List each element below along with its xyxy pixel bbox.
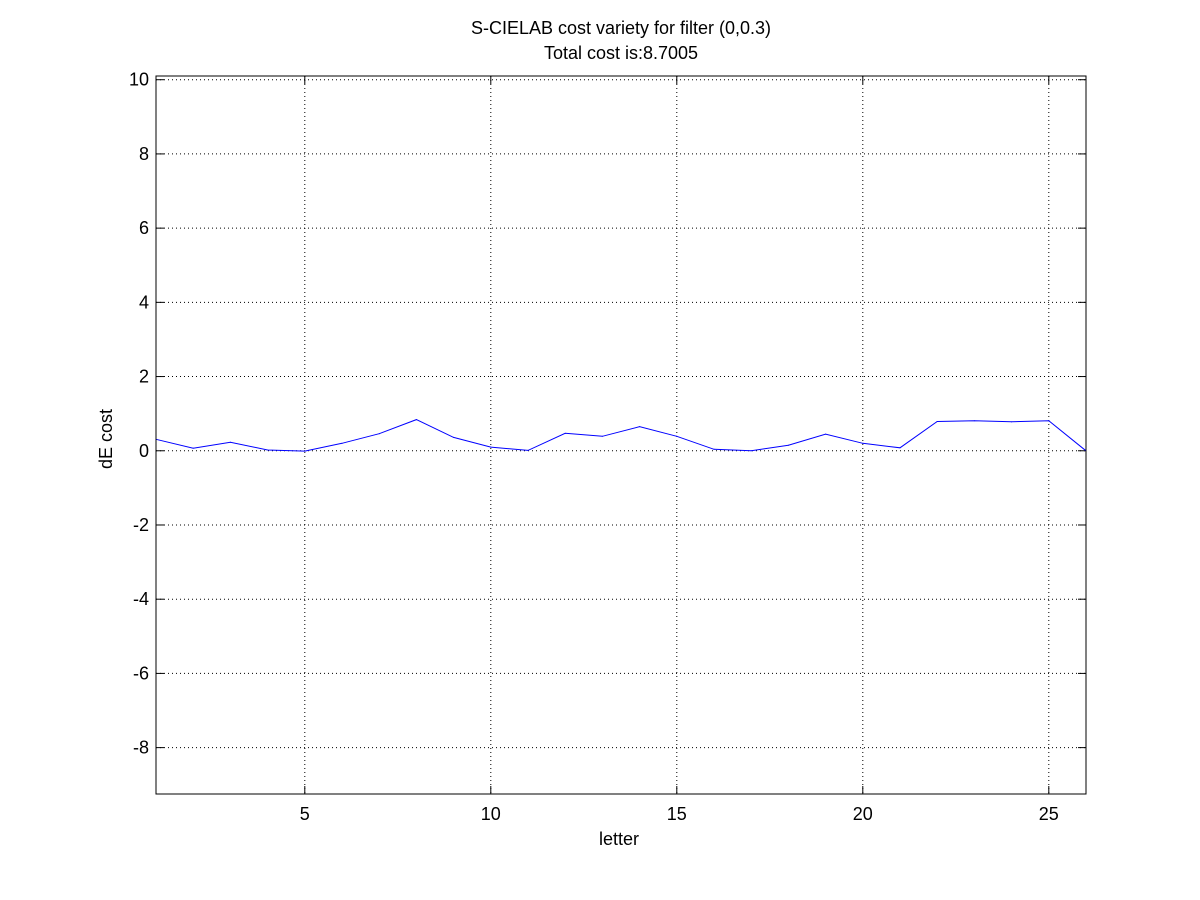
y-tick-label: -8: [133, 738, 149, 758]
data-point: [787, 444, 789, 446]
data-point: [415, 419, 417, 421]
x-axis-label: letter: [599, 829, 639, 849]
y-tick-label: -4: [133, 589, 149, 609]
plot-area-background: [156, 76, 1086, 794]
y-tick-label: 10: [129, 70, 149, 90]
data-point: [341, 442, 343, 444]
series-line: [155, 419, 1087, 452]
data-point: [936, 420, 938, 422]
series-lines: [155, 419, 1087, 452]
data-point: [490, 446, 492, 448]
data-point: [601, 435, 603, 437]
axis-ticks: [156, 76, 1086, 794]
data-point: [1048, 420, 1050, 422]
data-point: [713, 448, 715, 450]
data-point: [527, 449, 529, 451]
y-tick-label: 4: [139, 292, 149, 312]
x-tick-label: 20: [853, 804, 873, 824]
y-tick-label: 0: [139, 441, 149, 461]
tick-labels: 5 10 15 20 25 -8 -6 -4 -2 0 2 4 6 8 10: [129, 70, 1059, 824]
chart-title-line-2: Total cost is:8.7005: [544, 43, 698, 63]
data-point: [229, 441, 231, 443]
data-point: [862, 442, 864, 444]
data-point: [304, 450, 306, 452]
data-point: [973, 420, 975, 422]
y-tick-label: 6: [139, 218, 149, 238]
x-tick-label: 10: [481, 804, 501, 824]
plot-area-frame: [155, 75, 1087, 795]
y-axis-label: dE cost: [96, 409, 116, 469]
data-point: [750, 450, 752, 452]
data-point: [192, 447, 194, 449]
y-tick-label: -2: [133, 515, 149, 535]
y-tick-label: 2: [139, 367, 149, 387]
data-point: [825, 433, 827, 435]
grid-lines: [156, 76, 1086, 794]
x-tick-label: 5: [300, 804, 310, 824]
x-tick-label: 15: [667, 804, 687, 824]
y-tick-label: 8: [139, 144, 149, 164]
data-point: [1011, 421, 1013, 423]
data-point: [564, 432, 566, 434]
chart-title-line-1: S-CIELAB cost variety for filter (0,0.3): [471, 18, 771, 38]
data-point: [453, 436, 455, 438]
data-point: [676, 435, 678, 437]
data-point: [899, 447, 901, 449]
data-point: [639, 426, 641, 428]
data-point: [267, 449, 269, 451]
data-point: [378, 433, 380, 435]
y-tick-label: -6: [133, 663, 149, 683]
x-tick-label: 25: [1039, 804, 1059, 824]
